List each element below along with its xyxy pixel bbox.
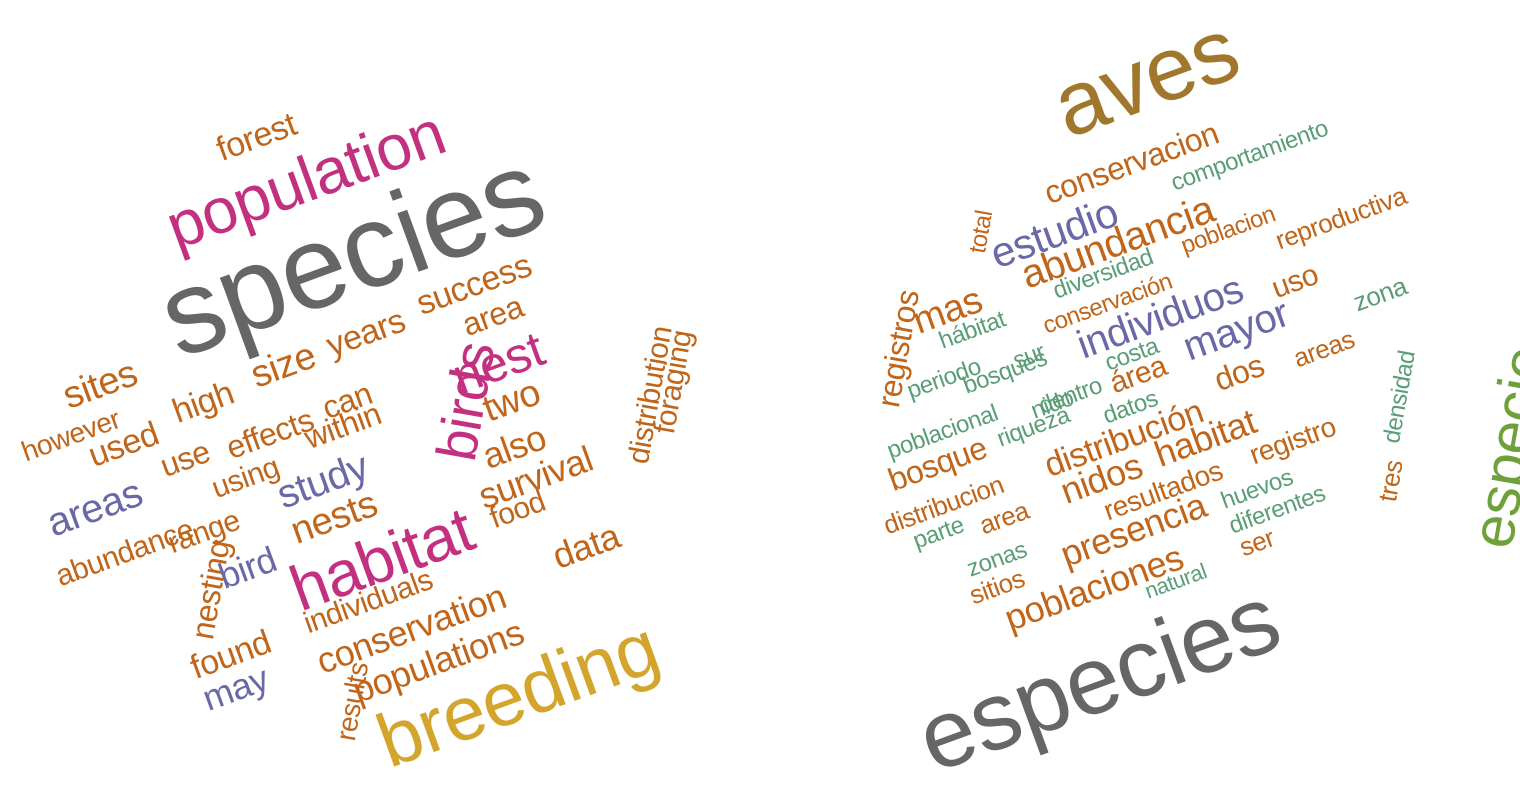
spanish-cloud-word: aves: [1040, 0, 1252, 158]
english-word-cloud: forest population species success years area s…: [17, 96, 698, 785]
spanish-cloud-word: areas: [1289, 323, 1359, 374]
spanish-cloud-word: registro: [1245, 410, 1340, 470]
english-cloud-word: data: [546, 515, 625, 577]
english-cloud-word: within: [299, 395, 386, 457]
english-cloud-word: high: [167, 373, 239, 431]
english-cloud-word: sites: [57, 351, 143, 418]
spanish-cloud-word: reproductiva: [1271, 180, 1411, 256]
spanish-cloud-word: tres: [1372, 458, 1409, 505]
spanish-cloud-word: zona: [1349, 270, 1411, 318]
spanish-word-cloud: aves conservacion comportamiento estudio abu…: [760, 0, 1520, 795]
spanish-cloud-word: especie: [1458, 341, 1520, 553]
english-cloud-word: use: [155, 433, 215, 485]
spanish-cloud-word: densidad: [1378, 348, 1421, 446]
